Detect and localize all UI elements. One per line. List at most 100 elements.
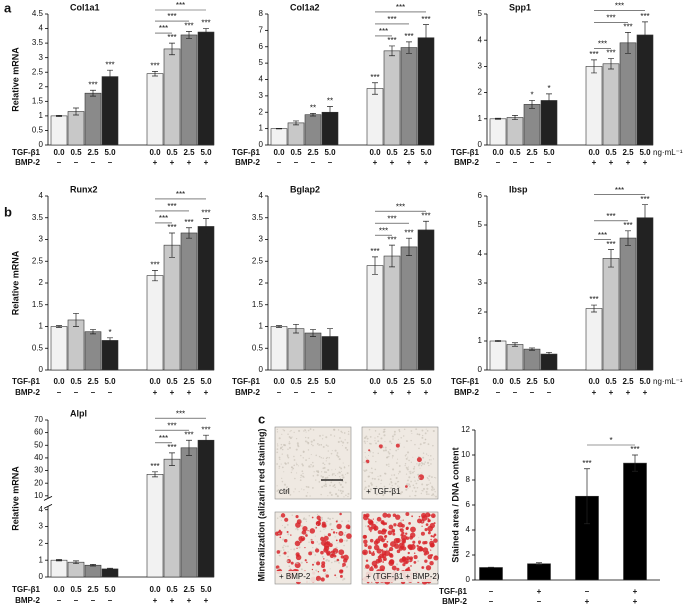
x-tick-label: –: [585, 587, 590, 596]
stain-spot: [374, 440, 376, 442]
row-label: BMP-2: [15, 388, 40, 397]
stain-spot: [400, 519, 403, 522]
stain-spot: [393, 474, 396, 476]
stain-spot: [398, 487, 400, 489]
x-tick-label: 5.0: [543, 148, 555, 157]
stain-spot: [307, 442, 310, 445]
stain-spot: [305, 518, 307, 521]
x-tick-label: 5.0: [200, 148, 212, 157]
stain-spot: [400, 545, 405, 550]
stain-spot: [317, 560, 319, 562]
y-tick-label: 2.5: [252, 256, 264, 265]
error-bar: [169, 232, 175, 258]
stain-spot: [298, 546, 301, 549]
stain-spot: [391, 528, 396, 533]
y-tick-label: 2: [39, 538, 44, 547]
stain-spot: [301, 463, 304, 466]
chart-title: Col1a2: [290, 2, 320, 12]
x-tick-label: 2.5: [87, 148, 99, 157]
stain-spot: [295, 528, 297, 530]
error-bar: [591, 304, 597, 313]
stain-spot: [333, 428, 335, 431]
stain-spot: [375, 442, 377, 445]
stain-spot: [279, 536, 282, 539]
stain-spot: [365, 564, 370, 569]
stain-spot: [430, 513, 436, 519]
x-tick-label: –: [328, 388, 333, 397]
stain-spot: [421, 521, 424, 523]
error-bar: [512, 342, 518, 347]
stain-spot: [324, 477, 327, 480]
stain-spot: [375, 521, 378, 524]
stain-spot: [344, 531, 347, 534]
stain-spot: [424, 527, 428, 532]
stain-spot: [374, 565, 377, 568]
stain-spot: [410, 470, 412, 473]
y-tick-label: 1: [39, 111, 44, 120]
stain-spot: [424, 559, 428, 563]
stain-spot: [276, 517, 279, 519]
stain-spot: [411, 515, 414, 518]
stain-spot: [321, 561, 326, 566]
error-bar: [642, 21, 648, 49]
bracket-label: ***: [167, 12, 176, 21]
stain-spot: [288, 446, 291, 449]
bar: [101, 340, 119, 371]
bar: [84, 564, 102, 578]
stain-spot: [299, 541, 302, 544]
stain-spot: [330, 434, 332, 436]
stain-spot: [367, 525, 370, 528]
x-tick-label: +: [592, 158, 597, 167]
stain-spot: [301, 470, 304, 473]
stain-spot: [426, 477, 429, 479]
stain-spot: [418, 474, 425, 481]
x-tick-label: 5.0: [543, 377, 555, 386]
stain-spot: [294, 540, 301, 547]
stain-spot: [371, 477, 374, 480]
significance: ***: [370, 247, 379, 256]
axis-break-mark: [43, 495, 53, 501]
stain-spot: [428, 514, 431, 517]
stain-spot: [403, 428, 406, 430]
stain-spot: [293, 455, 295, 458]
error-bar: [107, 69, 113, 84]
stain-spot: [425, 523, 429, 527]
stain-spot: [293, 548, 296, 551]
row-label: BMP-2: [454, 158, 479, 167]
stain-spot: [426, 429, 429, 432]
stain-spot: [297, 528, 299, 531]
stain-spot: [392, 468, 395, 471]
error-bar: [512, 115, 518, 120]
stain-spot: [310, 443, 313, 446]
stain-spot: [397, 485, 399, 487]
x-tick-label: +: [187, 388, 192, 397]
stain-spot: [302, 472, 304, 475]
error-bar: [56, 114, 62, 117]
stain-spot: [329, 484, 331, 487]
error-bar: [529, 347, 535, 351]
stain-spot: [433, 476, 436, 478]
stain-spot: [430, 538, 432, 541]
x-tick-label: –: [489, 587, 494, 596]
stain-spot: [346, 533, 352, 539]
bar: [383, 255, 401, 371]
bar: [506, 117, 524, 146]
x-tick-label: 0.0: [53, 148, 65, 157]
stain-spot: [384, 558, 386, 561]
stain-spot: [393, 430, 396, 433]
significance: ***: [640, 195, 649, 204]
stain-spot: [405, 453, 407, 456]
stain-spot: [316, 442, 319, 445]
stain-spot: [336, 558, 340, 562]
stain-spot: [343, 540, 345, 542]
bar: [287, 328, 305, 371]
stain-spot: [284, 526, 286, 529]
stain-spot: [302, 536, 304, 538]
stain-spot: [278, 437, 281, 440]
stain-spot: [323, 535, 329, 541]
stain-spot: [325, 485, 328, 488]
error-bar: [546, 351, 552, 357]
significance: ***: [150, 462, 159, 471]
stain-spot: [429, 560, 434, 566]
